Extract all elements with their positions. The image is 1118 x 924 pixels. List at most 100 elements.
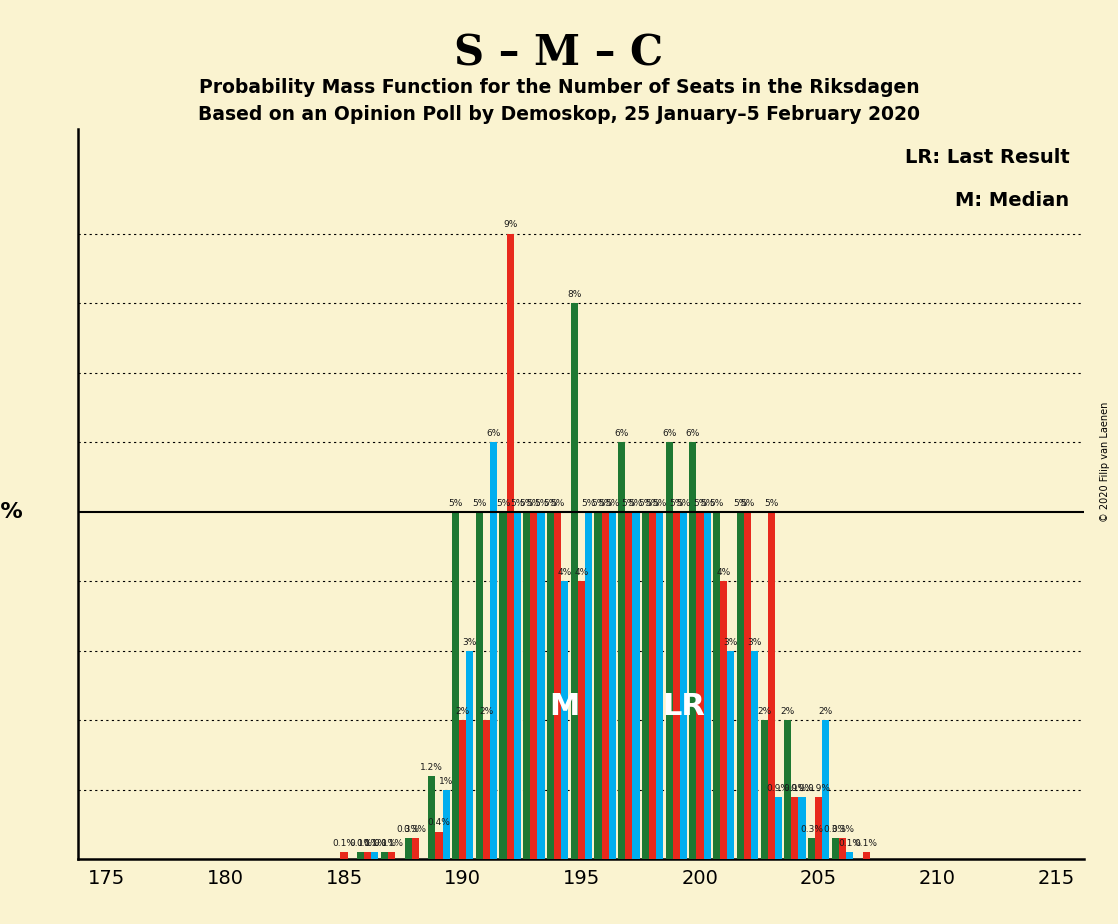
Text: 0.1%: 0.1% — [332, 839, 356, 848]
Bar — [476, 512, 483, 859]
Text: 9%: 9% — [503, 221, 518, 229]
Bar — [760, 721, 768, 859]
Bar — [538, 512, 544, 859]
Bar — [673, 512, 680, 859]
Text: 5%: 5% — [628, 499, 643, 507]
Bar — [595, 512, 601, 859]
Text: 6%: 6% — [615, 429, 629, 438]
Text: 5%: 5% — [700, 499, 714, 507]
Bar — [846, 852, 853, 859]
Bar — [697, 512, 703, 859]
Text: 0.9%: 0.9% — [807, 784, 831, 793]
Text: 0.9%: 0.9% — [767, 784, 789, 793]
Bar — [561, 581, 568, 859]
Bar — [459, 721, 466, 859]
Bar — [808, 838, 815, 859]
Text: 0.1%: 0.1% — [373, 839, 396, 848]
Text: 0.9%: 0.9% — [784, 784, 806, 793]
Text: 0.3%: 0.3% — [824, 825, 846, 834]
Text: 5%: 5% — [733, 499, 748, 507]
Bar — [822, 721, 830, 859]
Text: 2%: 2% — [455, 707, 470, 716]
Bar — [357, 852, 364, 859]
Bar — [405, 838, 411, 859]
Text: LR: LR — [662, 692, 704, 721]
Bar — [832, 838, 838, 859]
Bar — [578, 581, 585, 859]
Text: © 2020 Filip van Laenen: © 2020 Filip van Laenen — [1100, 402, 1110, 522]
Text: 0.1%: 0.1% — [363, 839, 387, 848]
Text: 5%: 5% — [496, 499, 510, 507]
Text: 3%: 3% — [463, 638, 477, 647]
Bar — [371, 852, 379, 859]
Text: 0.3%: 0.3% — [404, 825, 427, 834]
Text: 0.1%: 0.1% — [380, 839, 402, 848]
Text: S – M – C: S – M – C — [454, 32, 664, 74]
Bar — [648, 512, 656, 859]
Text: 0.1%: 0.1% — [349, 839, 372, 848]
Bar — [618, 443, 625, 859]
Text: 1.2%: 1.2% — [420, 762, 444, 772]
Text: 5%: 5% — [645, 499, 660, 507]
Text: 2%: 2% — [480, 707, 493, 716]
Text: 5%: 5% — [472, 499, 486, 507]
Bar — [364, 852, 371, 859]
Text: 0.9%: 0.9% — [790, 784, 814, 793]
Bar — [815, 796, 822, 859]
Text: 5%: 5% — [764, 499, 778, 507]
Text: 4%: 4% — [575, 568, 588, 578]
Text: 5%: 5% — [510, 499, 524, 507]
Text: 5%: 5% — [550, 499, 565, 507]
Text: 0.1%: 0.1% — [854, 839, 878, 848]
Text: M: M — [550, 692, 580, 721]
Text: 8%: 8% — [567, 290, 581, 299]
Bar — [388, 852, 395, 859]
Bar — [530, 512, 538, 859]
Bar — [466, 650, 473, 859]
Text: 6%: 6% — [685, 429, 700, 438]
Bar — [784, 721, 792, 859]
Bar — [341, 852, 348, 859]
Text: 5%: 5% — [710, 499, 723, 507]
Text: 6%: 6% — [662, 429, 676, 438]
Bar — [728, 650, 735, 859]
Bar — [665, 443, 673, 859]
Bar — [720, 581, 728, 859]
Bar — [490, 443, 498, 859]
Bar — [863, 852, 870, 859]
Text: 5%: 5% — [590, 499, 605, 507]
Text: 0.3%: 0.3% — [831, 825, 854, 834]
Bar — [680, 512, 686, 859]
Text: 5%: 5% — [653, 499, 666, 507]
Bar — [625, 512, 633, 859]
Bar — [703, 512, 711, 859]
Bar — [585, 512, 593, 859]
Text: 0.1%: 0.1% — [838, 839, 861, 848]
Text: 4%: 4% — [558, 568, 572, 578]
Bar — [381, 852, 388, 859]
Bar — [601, 512, 608, 859]
Bar — [743, 512, 751, 859]
Text: 2%: 2% — [818, 707, 833, 716]
Bar — [570, 303, 578, 859]
Text: 3%: 3% — [748, 638, 761, 647]
Text: 3%: 3% — [723, 638, 738, 647]
Text: 1%: 1% — [439, 777, 453, 785]
Text: 0.3%: 0.3% — [800, 825, 823, 834]
Text: 2%: 2% — [757, 707, 771, 716]
Text: M: Median: M: Median — [955, 191, 1070, 211]
Text: 5%: 5% — [527, 499, 541, 507]
Bar — [428, 776, 435, 859]
Text: 5%: 5% — [638, 499, 653, 507]
Bar — [690, 443, 697, 859]
Text: 5%: 5% — [598, 499, 613, 507]
Bar — [633, 512, 639, 859]
Text: 5%: 5% — [520, 499, 534, 507]
Bar — [506, 234, 514, 859]
Bar — [751, 650, 758, 859]
Bar — [500, 512, 506, 859]
Bar — [483, 721, 490, 859]
Text: LR: Last Result: LR: Last Result — [904, 148, 1070, 166]
Text: 5%: 5% — [543, 499, 558, 507]
Text: Probability Mass Function for the Number of Seats in the Riksdagen: Probability Mass Function for the Number… — [199, 78, 919, 97]
